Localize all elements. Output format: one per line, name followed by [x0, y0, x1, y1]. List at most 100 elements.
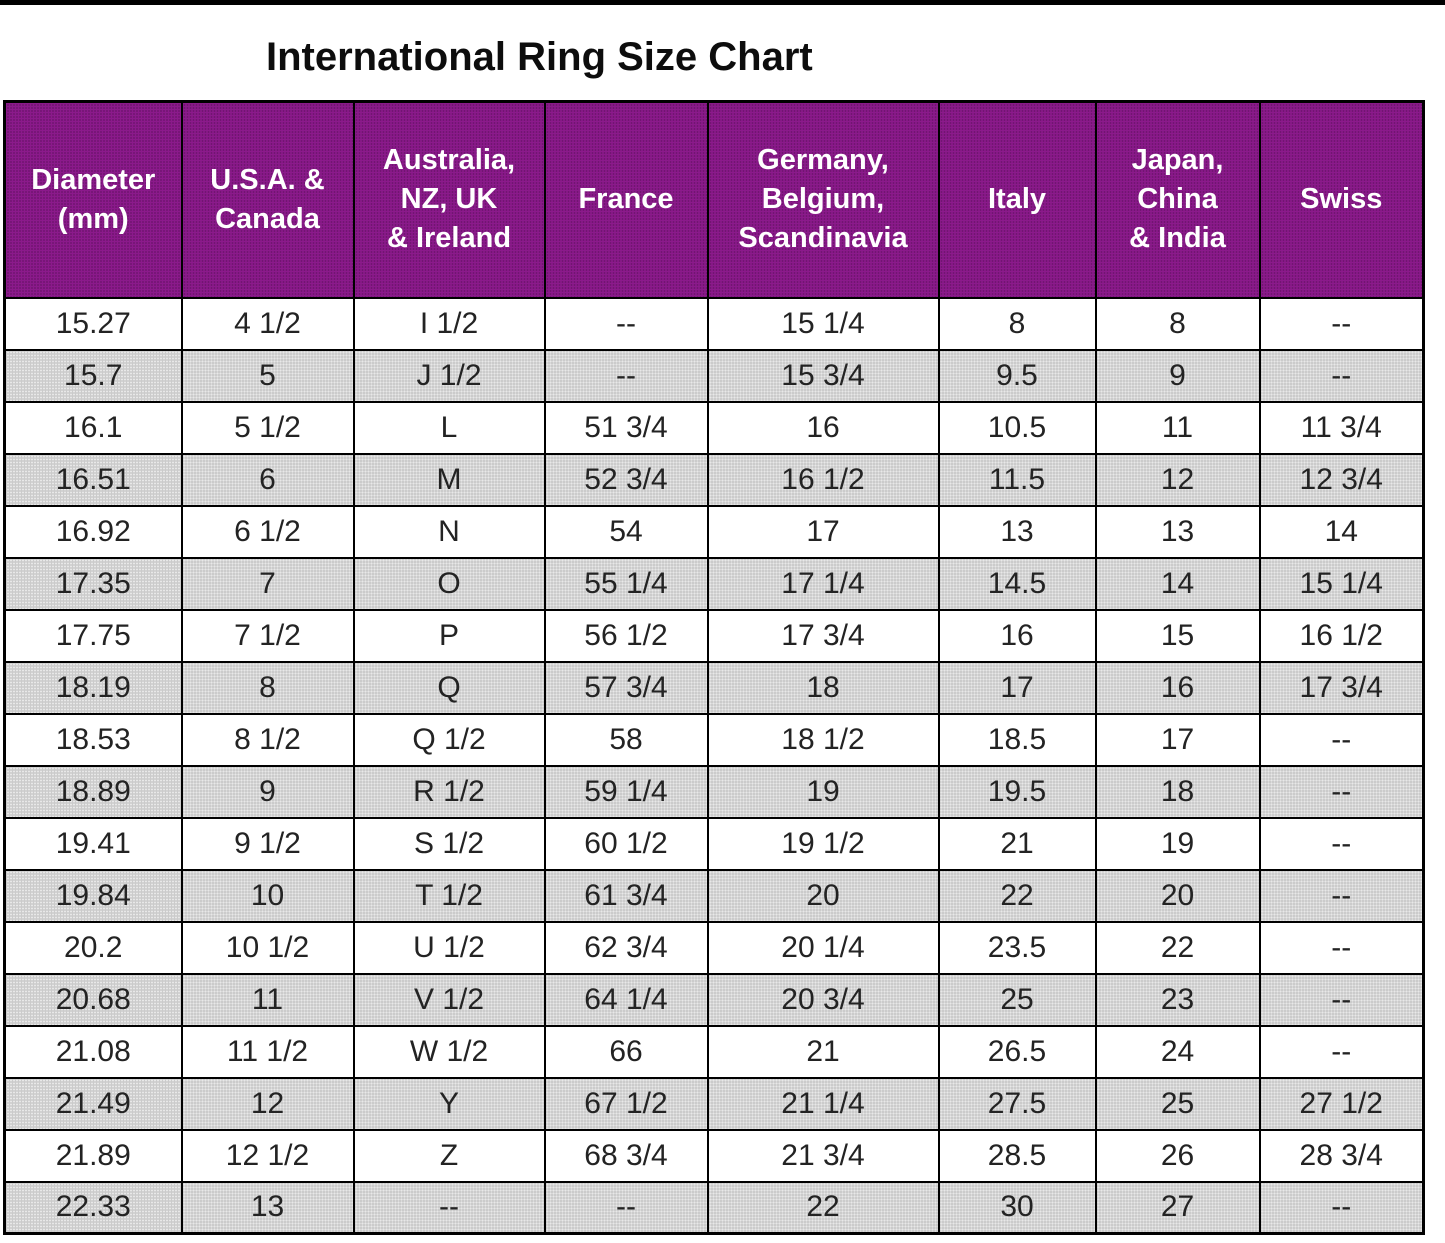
cell: 28.5 [937, 1128, 1097, 1183]
cell: -- [543, 1180, 709, 1235]
cell: 14.5 [937, 556, 1097, 611]
cell: 17 3/4 [706, 608, 940, 663]
cell: 19.84 [3, 868, 183, 923]
cell: 54 [543, 504, 709, 559]
cell: O [352, 556, 546, 611]
cell: 16 1/2 [1258, 608, 1425, 663]
cell: 14 [1094, 556, 1261, 611]
cell: 15.7 [3, 348, 183, 403]
cell: R 1/2 [352, 764, 546, 819]
cell: 18.89 [3, 764, 183, 819]
cell: 18 1/2 [706, 712, 940, 767]
cell: 19 1/2 [706, 816, 940, 871]
cell: -- [1258, 296, 1425, 351]
table-row: 15.7 5 J 1/2 -- 15 3/4 9.5 9 -- [3, 348, 1425, 403]
cell: Q 1/2 [352, 712, 546, 767]
cell: 5 [180, 348, 355, 403]
cell: 13 [937, 504, 1097, 559]
cell: 64 1/4 [543, 972, 709, 1027]
cell: 9 1/2 [180, 816, 355, 871]
cell: 19.5 [937, 764, 1097, 819]
column-header-7: Japan, China & India [1094, 100, 1261, 299]
cell: -- [1258, 764, 1425, 819]
table-row: 20.68 11 V 1/2 64 1/4 20 3/4 25 23 -- [3, 972, 1425, 1027]
cell: 67 1/2 [543, 1076, 709, 1131]
cell: 16 1/2 [706, 452, 940, 507]
table-row: 18.53 8 1/2 Q 1/2 58 18 1/2 18.5 17 -- [3, 712, 1425, 767]
cell: 7 1/2 [180, 608, 355, 663]
cell: 60 1/2 [543, 816, 709, 871]
cell: 22.33 [3, 1180, 183, 1235]
cell: 21 1/4 [706, 1076, 940, 1131]
cell: 20 1/4 [706, 920, 940, 975]
cell: -- [543, 296, 709, 351]
cell: 5 1/2 [180, 400, 355, 455]
cell: 8 [937, 296, 1097, 351]
table-row: 21.49 12 Y 67 1/2 21 1/4 27.5 25 27 1/2 [3, 1076, 1425, 1131]
cell: 9.5 [937, 348, 1097, 403]
table-row: 15.27 4 1/2 I 1/2 -- 15 1/4 8 8 -- [3, 296, 1425, 351]
ring-size-table: Diameter (mm) U.S.A. & Canada Australia, N… [3, 100, 1425, 1235]
cell: 27 1/2 [1258, 1076, 1425, 1131]
cell: 18.53 [3, 712, 183, 767]
cell: 18.19 [3, 660, 183, 715]
cell: 11 [180, 972, 355, 1027]
cell: 16.1 [3, 400, 183, 455]
cell: 10 1/2 [180, 920, 355, 975]
cell: 26 [1094, 1128, 1261, 1183]
cell: 58 [543, 712, 709, 767]
table-row: 16.51 6 M 52 3/4 16 1/2 11.5 12 12 3/4 [3, 452, 1425, 507]
cell: 15 [1094, 608, 1261, 663]
cell: 51 3/4 [543, 400, 709, 455]
cell: 21 [937, 816, 1097, 871]
cell: J 1/2 [352, 348, 546, 403]
table-row: 19.41 9 1/2 S 1/2 60 1/2 19 1/2 21 19 -- [3, 816, 1425, 871]
cell: 27 [1094, 1180, 1261, 1235]
cell: 9 [1094, 348, 1261, 403]
cell: 16 [706, 400, 940, 455]
table-row: 18.89 9 R 1/2 59 1/4 19 19.5 18 -- [3, 764, 1425, 819]
cell: 56 1/2 [543, 608, 709, 663]
cell: 14 [1258, 504, 1425, 559]
column-header-4: France [543, 100, 709, 299]
cell: 12 1/2 [180, 1128, 355, 1183]
cell: 61 3/4 [543, 868, 709, 923]
cell: 62 3/4 [543, 920, 709, 975]
cell: 22 [937, 868, 1097, 923]
column-header-6: Italy [937, 100, 1097, 299]
cell: 12 3/4 [1258, 452, 1425, 507]
table-row: 18.19 8 Q 57 3/4 18 17 16 17 3/4 [3, 660, 1425, 715]
cell: 16 [937, 608, 1097, 663]
cell: 16 [1094, 660, 1261, 715]
cell: 25 [1094, 1076, 1261, 1131]
cell: -- [1258, 972, 1425, 1027]
cell: 19 [1094, 816, 1261, 871]
cell: 15 1/4 [1258, 556, 1425, 611]
cell: 20 [1094, 868, 1261, 923]
cell: 6 [180, 452, 355, 507]
cell: U 1/2 [352, 920, 546, 975]
page-title: International Ring Size Chart [266, 34, 813, 79]
cell: 57 3/4 [543, 660, 709, 715]
column-header-1: Diameter (mm) [3, 100, 183, 299]
cell: 21 [706, 1024, 940, 1079]
cell: 17 [1094, 712, 1261, 767]
cell: 18 [706, 660, 940, 715]
cell: 18 [1094, 764, 1261, 819]
cell: 13 [180, 1180, 355, 1235]
cell: 21.49 [3, 1076, 183, 1131]
cell: 7 [180, 556, 355, 611]
cell: 21 3/4 [706, 1128, 940, 1183]
table-row: 21.08 11 1/2 W 1/2 66 21 26.5 24 -- [3, 1024, 1425, 1079]
cell: 11 1/2 [180, 1024, 355, 1079]
cell: N [352, 504, 546, 559]
cell: 20.68 [3, 972, 183, 1027]
cell: P [352, 608, 546, 663]
cell: 12 [180, 1076, 355, 1131]
cell: 15 1/4 [706, 296, 940, 351]
cell: 20 3/4 [706, 972, 940, 1027]
cell: 16.51 [3, 452, 183, 507]
table-row: 22.33 13 -- -- 22 30 27 -- [3, 1180, 1425, 1235]
cell: Y [352, 1076, 546, 1131]
cell: 12 [1094, 452, 1261, 507]
